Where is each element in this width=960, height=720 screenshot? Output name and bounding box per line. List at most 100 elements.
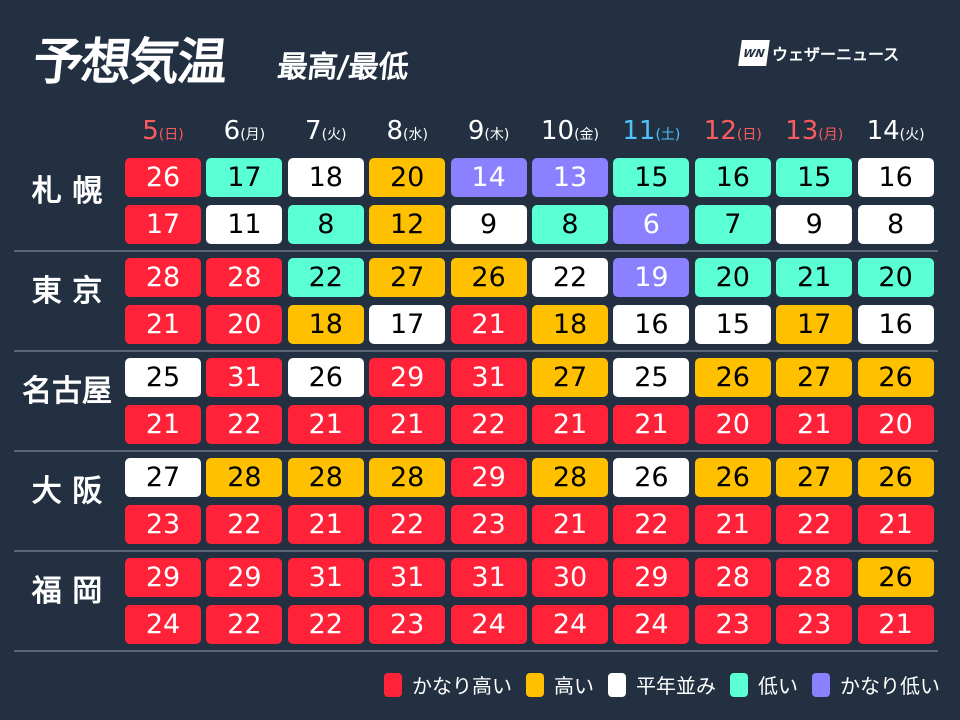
high-temp-cell: 27 — [532, 358, 608, 397]
city-name: 名古屋 — [22, 374, 112, 409]
low-temp-cell: 16 — [857, 305, 934, 344]
row-separator — [14, 350, 938, 352]
date-weekday: (金) — [574, 127, 600, 143]
high-temp-cell: 31 — [450, 558, 527, 597]
date-header: 8(水) — [369, 116, 445, 146]
low-temp-cell: 17 — [369, 305, 446, 344]
legend-swatch — [526, 672, 544, 697]
low-temp-cell: 23 — [694, 605, 771, 644]
low-temp-cell: 21 — [532, 405, 608, 444]
high-temp-cell: 29 — [450, 458, 527, 497]
high-temp-cell: 16 — [694, 158, 771, 197]
legend-label: かなり高い — [412, 674, 512, 698]
high-temp-cell: 26 — [450, 258, 527, 297]
legend-label: 低い — [758, 674, 798, 698]
date-header: 7(火) — [288, 116, 364, 146]
high-temp-cell: 26 — [694, 458, 771, 497]
legend-item: 高い — [526, 670, 594, 699]
high-temp-cell: 28 — [532, 458, 608, 497]
high-temp-cell: 15 — [776, 158, 853, 197]
date-header: 12(日) — [695, 116, 771, 146]
high-temp-cell: 19 — [613, 258, 690, 297]
low-temp-cell: 21 — [613, 405, 690, 444]
date-day: 12 — [703, 116, 737, 146]
high-temp-cell: 31 — [287, 558, 364, 597]
low-temp-cell: 16 — [613, 305, 690, 344]
low-temp-cell: 18 — [532, 305, 608, 344]
high-temp-cell: 31 — [369, 558, 446, 597]
high-temp-cell: 18 — [287, 158, 364, 197]
date-header: 11(土) — [613, 116, 689, 146]
low-temp-cell: 21 — [287, 505, 364, 544]
low-temp-cell: 18 — [287, 305, 364, 344]
low-temp-cell: 22 — [287, 605, 364, 644]
high-temp-cell: 20 — [369, 158, 446, 197]
high-temp-cell: 29 — [613, 558, 690, 597]
legend-swatch — [730, 672, 748, 697]
low-temp-cell: 22 — [206, 505, 283, 544]
high-temp-cell: 28 — [369, 458, 446, 497]
high-temp-cell: 22 — [532, 258, 608, 297]
city-name: 大 阪 — [31, 474, 103, 509]
legend-label: 平年並み — [636, 674, 716, 698]
high-temp-cell: 26 — [857, 358, 934, 397]
legend-item: かなり高い — [384, 670, 512, 699]
low-temp-cell: 24 — [532, 605, 608, 644]
low-temp-cell: 24 — [450, 605, 527, 644]
logo-text: ウェザーニュース — [772, 45, 900, 64]
city-name: 福 岡 — [31, 574, 103, 609]
date-day: 9 — [467, 116, 485, 146]
low-temp-cell: 9 — [776, 205, 853, 244]
low-temp-cell: 8 — [857, 205, 934, 244]
low-temp-cell: 11 — [206, 205, 283, 244]
date-weekday: (土) — [655, 127, 681, 143]
low-temp-cell: 7 — [694, 205, 771, 244]
low-temp-cell: 21 — [369, 405, 446, 444]
date-day: 5 — [142, 116, 159, 146]
high-temp-cell: 26 — [613, 458, 690, 497]
high-temp-cell: 15 — [613, 158, 690, 197]
high-temp-cell: 31 — [450, 358, 527, 397]
date-weekday: (木) — [484, 127, 510, 143]
low-temp-cell: 9 — [450, 205, 527, 244]
legend-label: 高い — [554, 674, 594, 698]
low-temp-cell: 21 — [125, 405, 201, 444]
date-weekday: (水) — [402, 127, 428, 143]
low-temp-cell: 21 — [694, 505, 771, 544]
high-temp-cell: 27 — [369, 258, 446, 297]
high-temp-cell: 28 — [287, 458, 364, 497]
low-temp-cell: 22 — [369, 505, 446, 544]
low-temp-cell: 23 — [776, 605, 853, 644]
high-temp-cell: 26 — [287, 358, 364, 397]
low-temp-cell: 22 — [206, 405, 283, 444]
row-separator — [14, 650, 938, 652]
date-day: 8 — [386, 116, 403, 146]
high-temp-cell: 31 — [206, 358, 283, 397]
low-temp-cell: 21 — [125, 305, 201, 344]
high-temp-cell: 26 — [857, 458, 934, 497]
row-separator — [14, 250, 938, 252]
low-temp-cell: 12 — [369, 205, 446, 244]
high-temp-cell: 29 — [206, 558, 283, 597]
legend-swatch — [384, 672, 402, 697]
low-temp-cell: 23 — [125, 505, 201, 544]
low-temp-cell: 20 — [206, 305, 283, 344]
low-temp-cell: 21 — [287, 405, 364, 444]
page-subtitle: 最高/最低 — [275, 50, 411, 85]
low-temp-cell: 21 — [532, 505, 608, 544]
logo-mark: WN — [738, 40, 770, 66]
high-temp-cell: 26 — [125, 158, 201, 197]
high-temp-cell: 27 — [776, 458, 853, 497]
legend-item: 低い — [730, 670, 798, 699]
date-day: 10 — [540, 116, 575, 146]
date-weekday: (月) — [818, 127, 844, 143]
low-temp-cell: 17 — [776, 305, 853, 344]
high-temp-cell: 25 — [613, 358, 690, 397]
page-title: 予想気温 — [30, 33, 229, 91]
date-weekday: (火) — [321, 127, 347, 143]
low-temp-cell: 8 — [532, 205, 608, 244]
high-temp-cell: 17 — [206, 158, 283, 197]
low-temp-cell: 22 — [206, 605, 283, 644]
date-day: 6 — [223, 116, 241, 146]
row-separator — [14, 550, 938, 552]
